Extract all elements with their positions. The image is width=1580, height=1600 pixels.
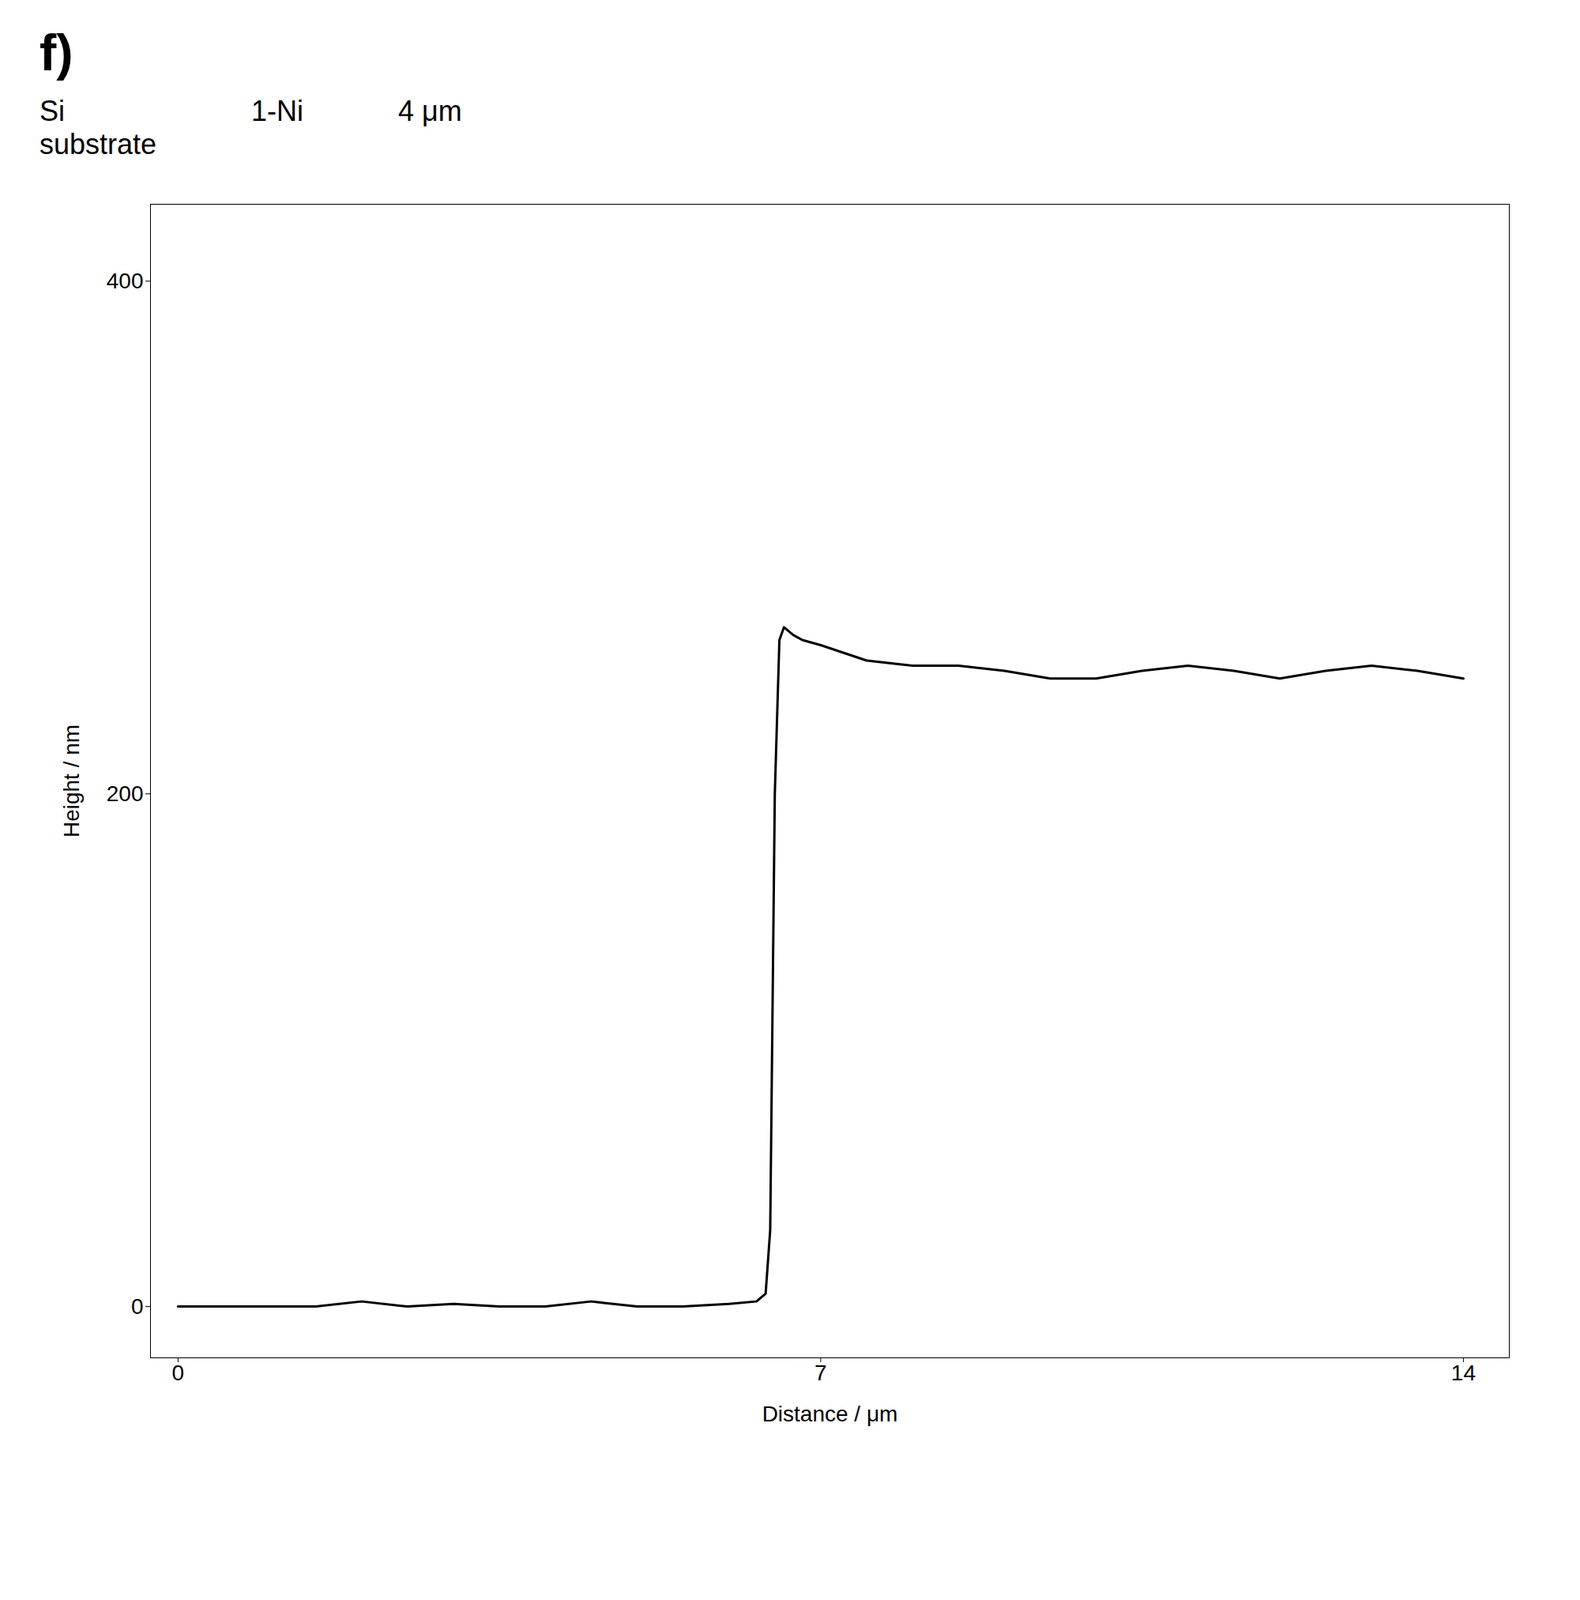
svg-text:400: 400: [106, 268, 144, 294]
html-text:4 μm: 4 μm: [398, 94, 463, 128]
svg-text:Height / nm: Height / nm: [59, 724, 84, 838]
svg-text:0: 0: [172, 1360, 185, 1385]
svg-text:Distance / μm: Distance / μm: [762, 1401, 899, 1426]
html-text:Si substrate: Si substrate: [39, 94, 157, 161]
svg-text:0: 0: [131, 1294, 144, 1319]
svg-text:200: 200: [106, 781, 144, 806]
svg-text:14: 14: [1451, 1360, 1476, 1385]
svg-text:7: 7: [814, 1360, 828, 1385]
html-text:f): f): [39, 24, 74, 82]
html-text:1-Ni: 1-Ni: [251, 94, 304, 128]
